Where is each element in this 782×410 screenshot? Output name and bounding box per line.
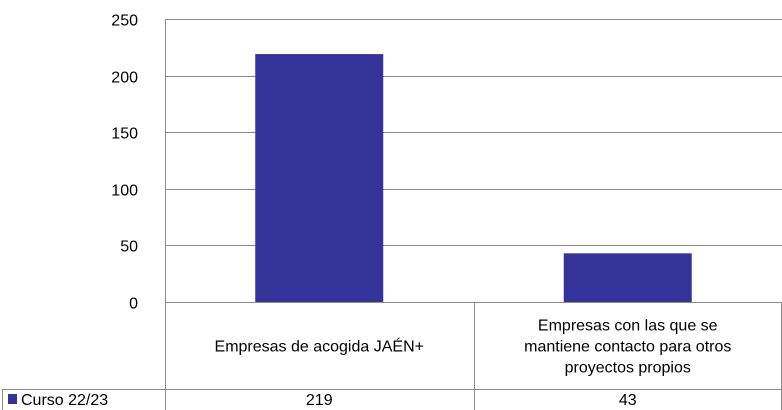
- legend-label: Curso 22/23: [21, 392, 108, 409]
- x-category-label: Empresas de acogida JAÉN+: [215, 337, 424, 356]
- x-category-label: mantiene contacto para otros: [524, 339, 731, 356]
- legend-swatch: [8, 394, 17, 404]
- y-tick-label: 100: [111, 183, 138, 200]
- bar: [255, 54, 384, 303]
- y-tick-label: 200: [111, 70, 138, 87]
- bars: [255, 54, 692, 303]
- x-category-label: Empresas con las que se: [538, 318, 718, 335]
- data-table-value: 43: [619, 392, 637, 409]
- y-tick-label: 150: [111, 126, 138, 143]
- y-tick-label: 50: [120, 239, 138, 256]
- data-table-value: 219: [306, 392, 333, 409]
- y-tick-label: 250: [111, 13, 138, 30]
- y-axis: 0 50 100 150 200 250: [111, 13, 166, 313]
- bar: [563, 253, 692, 302]
- data-table: Empresas de acogida JAÉN+ Empresas con la…: [2, 302, 782, 410]
- y-tick-label: 0: [129, 296, 138, 313]
- x-category-label: proyectos propios: [565, 360, 691, 377]
